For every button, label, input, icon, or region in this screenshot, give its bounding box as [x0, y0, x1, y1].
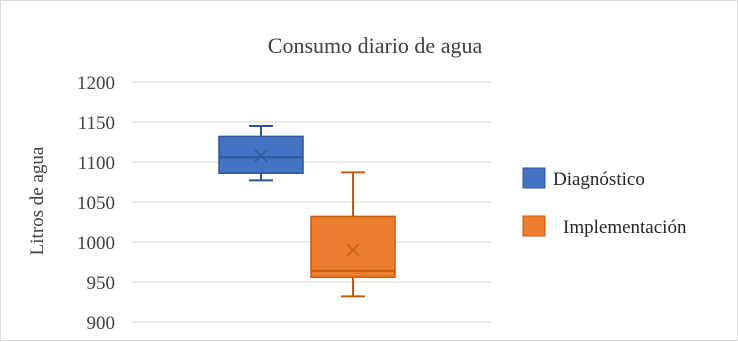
y-tick-label: 1000 — [77, 233, 115, 254]
legend-swatch — [522, 167, 546, 189]
chart-title: Consumo diario de agua — [268, 33, 483, 58]
y-tick-label: 1200 — [77, 73, 115, 94]
y-axis-label: Litros de agua — [27, 146, 48, 255]
legend: Diagnóstico Implementación — [522, 167, 687, 238]
mean-marker — [346, 243, 360, 257]
box-series — [218, 125, 396, 298]
y-tick-label: 950 — [87, 273, 116, 294]
legend-label: Diagnóstico — [553, 169, 645, 190]
mean-marker — [254, 149, 268, 163]
box-iqr — [310, 215, 396, 278]
box-diagnostico — [218, 125, 304, 182]
legend-label: Implementación — [563, 217, 687, 238]
gridlines — [131, 81, 491, 323]
box-implementacion — [310, 171, 396, 298]
y-tick-label: 900 — [87, 313, 116, 334]
legend-swatch — [522, 215, 546, 237]
y-tick-label: 1150 — [78, 113, 115, 134]
y-tick-label: 1100 — [78, 153, 115, 174]
y-tick-label: 1050 — [77, 193, 115, 214]
y-axis-ticks: 900 950 1000 1050 1100 1150 1200 — [77, 73, 115, 334]
